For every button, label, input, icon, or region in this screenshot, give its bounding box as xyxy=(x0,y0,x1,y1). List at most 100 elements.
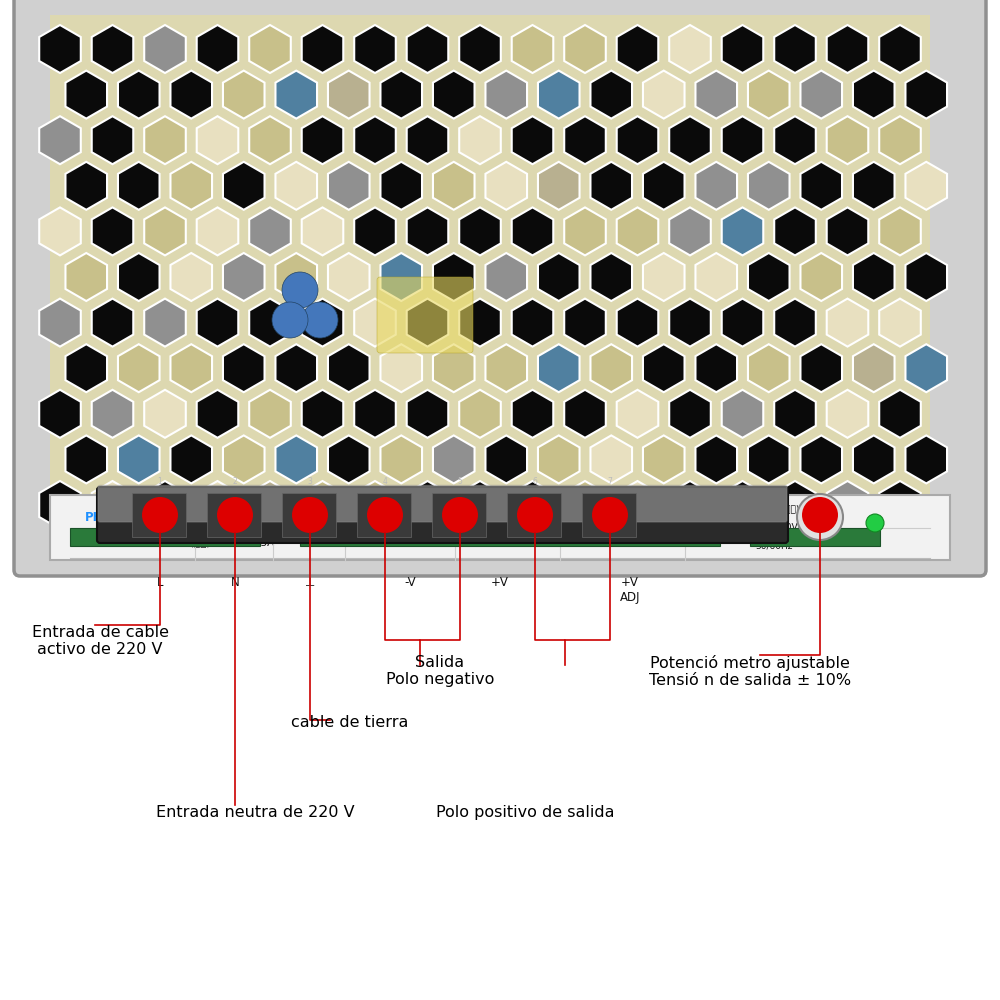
Polygon shape xyxy=(564,116,606,164)
Polygon shape xyxy=(564,299,606,347)
Polygon shape xyxy=(879,116,921,164)
Polygon shape xyxy=(617,207,658,255)
Polygon shape xyxy=(695,344,737,392)
Polygon shape xyxy=(302,25,343,73)
Polygon shape xyxy=(223,344,265,392)
Polygon shape xyxy=(905,253,947,301)
Text: 7: 7 xyxy=(608,477,612,486)
Polygon shape xyxy=(617,390,658,438)
Polygon shape xyxy=(774,299,816,347)
Text: LRS-100-12: LRS-100-12 xyxy=(225,510,323,525)
Polygon shape xyxy=(118,71,160,119)
Polygon shape xyxy=(65,71,107,119)
Polygon shape xyxy=(485,162,527,210)
Circle shape xyxy=(442,497,478,533)
Circle shape xyxy=(797,494,843,540)
Text: 6: 6 xyxy=(533,477,537,486)
Polygon shape xyxy=(249,116,291,164)
Polygon shape xyxy=(669,207,711,255)
Polygon shape xyxy=(512,116,553,164)
Text: 3: 3 xyxy=(308,477,312,486)
Polygon shape xyxy=(328,71,370,119)
Polygon shape xyxy=(853,253,895,301)
Polygon shape xyxy=(669,299,711,347)
Polygon shape xyxy=(695,435,737,483)
Polygon shape xyxy=(197,25,238,73)
Polygon shape xyxy=(433,435,475,483)
Polygon shape xyxy=(459,481,501,529)
Polygon shape xyxy=(92,390,133,438)
Polygon shape xyxy=(223,435,265,483)
Polygon shape xyxy=(144,299,186,347)
Polygon shape xyxy=(800,435,842,483)
Circle shape xyxy=(282,272,318,308)
Polygon shape xyxy=(65,253,107,301)
Text: INPUT(輸入):: INPUT(輸入): xyxy=(755,505,802,514)
Polygon shape xyxy=(118,344,160,392)
Polygon shape xyxy=(354,481,396,529)
Polygon shape xyxy=(118,162,160,210)
FancyBboxPatch shape xyxy=(14,0,986,576)
Polygon shape xyxy=(328,435,370,483)
Text: +V: +V xyxy=(491,576,509,589)
Polygon shape xyxy=(249,299,291,347)
Polygon shape xyxy=(617,116,658,164)
Polygon shape xyxy=(459,207,501,255)
Polygon shape xyxy=(853,344,895,392)
Polygon shape xyxy=(302,390,343,438)
Polygon shape xyxy=(275,435,317,483)
Polygon shape xyxy=(617,25,658,73)
Polygon shape xyxy=(380,71,422,119)
Polygon shape xyxy=(827,481,868,529)
Polygon shape xyxy=(617,299,658,347)
Polygon shape xyxy=(92,116,133,164)
Polygon shape xyxy=(39,481,81,529)
Polygon shape xyxy=(538,71,580,119)
Text: CE: CE xyxy=(622,509,648,527)
Polygon shape xyxy=(879,390,921,438)
Polygon shape xyxy=(669,25,711,73)
Polygon shape xyxy=(538,435,580,483)
Polygon shape xyxy=(380,162,422,210)
Polygon shape xyxy=(905,71,947,119)
Polygon shape xyxy=(643,253,685,301)
Polygon shape xyxy=(538,253,580,301)
Text: 4: 4 xyxy=(383,477,387,486)
Polygon shape xyxy=(512,481,553,529)
Polygon shape xyxy=(354,207,396,255)
Polygon shape xyxy=(774,116,816,164)
Polygon shape xyxy=(92,299,133,347)
Text: 100-240V~/2.4A: 100-240V~/2.4A xyxy=(755,523,829,532)
Polygon shape xyxy=(354,116,396,164)
Polygon shape xyxy=(407,207,448,255)
FancyBboxPatch shape xyxy=(97,487,788,543)
Polygon shape xyxy=(774,481,816,529)
Polygon shape xyxy=(853,435,895,483)
Polygon shape xyxy=(328,162,370,210)
Polygon shape xyxy=(748,162,790,210)
Polygon shape xyxy=(643,71,685,119)
Polygon shape xyxy=(170,162,212,210)
Polygon shape xyxy=(800,71,842,119)
Polygon shape xyxy=(170,435,212,483)
Polygon shape xyxy=(800,253,842,301)
Polygon shape xyxy=(407,390,448,438)
Polygon shape xyxy=(485,253,527,301)
Polygon shape xyxy=(275,162,317,210)
Polygon shape xyxy=(144,25,186,73)
Polygon shape xyxy=(590,71,632,119)
Polygon shape xyxy=(538,344,580,392)
Polygon shape xyxy=(722,390,763,438)
Polygon shape xyxy=(249,481,291,529)
Text: (型號)開關電源: (型號)開關電源 xyxy=(415,513,454,522)
Polygon shape xyxy=(722,299,763,347)
Polygon shape xyxy=(827,25,868,73)
Polygon shape xyxy=(92,481,133,529)
Polygon shape xyxy=(92,207,133,255)
Polygon shape xyxy=(249,207,291,255)
Polygon shape xyxy=(827,207,868,255)
Polygon shape xyxy=(722,207,763,255)
Bar xyxy=(132,493,186,537)
Text: 50/60Hz: 50/60Hz xyxy=(755,541,792,550)
Text: Entrada neutra de 220 V: Entrada neutra de 220 V xyxy=(156,805,354,820)
